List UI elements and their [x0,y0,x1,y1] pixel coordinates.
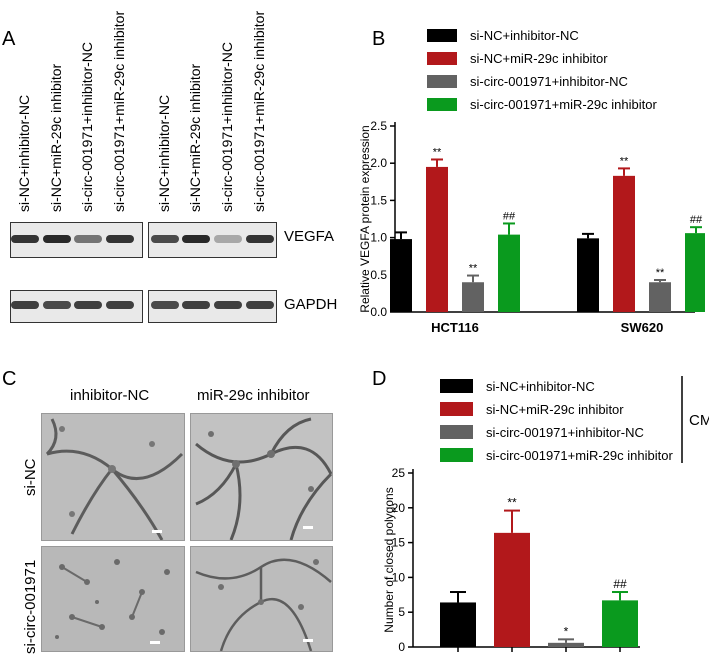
legend-swatch [440,379,473,393]
y-tick-label: 20 [392,501,406,515]
y-tick-label: 10 [392,570,406,584]
bar [548,642,584,647]
significance-mark: ** [507,496,517,510]
blot-lane-label: si-circ-001971+miR-29c inhibitor [251,10,267,212]
panel-letter-b: B [372,28,386,50]
legend-label: si-NC+miR-29c inhibitor [486,402,624,417]
blot-band [11,301,39,309]
blot-band [151,301,179,309]
panel-letter-c: C [2,368,17,390]
micrograph-sinc-inhibitornc [41,413,185,541]
significance-mark: * [564,624,569,638]
bar [426,166,448,312]
blot-band [11,235,39,243]
micro-col-head-1: inhibitor-NC [70,387,150,404]
blot-row-label-vegfa: VEGFA [284,228,335,245]
micrograph-sinc-mir29c [190,413,333,541]
blot-band [74,235,102,243]
blot-band [151,235,179,243]
bar [462,282,484,312]
y-tick-label: 15 [392,536,406,550]
blot-band [74,301,102,309]
legend-swatch [440,402,473,416]
y-axis-label: Relative VEGFA protein expression [360,125,372,312]
blot-lane-label: si-circ-001971+inhibitor-NC [219,41,235,212]
legend-label: si-circ-001971+miR-29c inhibitor [486,448,673,463]
legend-swatch [440,448,473,462]
bar [602,600,638,647]
significance-mark: ## [613,577,627,591]
blot-lane-label: si-NC+miR-29c inhibitor [48,63,64,212]
bar [613,175,635,312]
micrograph-sicirc-inhibitornc [41,546,185,652]
blot-lane-label: si-NC+inhibitor-NC [156,94,172,212]
blot-band [246,301,274,309]
chart-b: si-NC+inhibitor-NC si-NC+miR-29c inhibito… [360,28,705,335]
blot-lane-label: si-NC+miR-29c inhibitor [187,63,203,212]
bar [649,282,671,312]
micro-col-head-2: miR-29c inhibitor [197,387,310,404]
blot-band [43,235,71,243]
legend-swatch [440,425,473,439]
cm-label: CM [689,412,709,429]
y-axis-label: Number of closed polygons [382,487,396,632]
legend-label: si-NC+inhibitor-NC [486,379,595,394]
x-category-label: SW620 [621,320,664,335]
blot-band [43,301,71,309]
legend-swatch [427,98,457,111]
micro-row-head-1: si-NC [22,458,39,497]
legend-label: si-NC+miR-29c inhibitor [470,51,608,66]
significance-mark: ** [656,267,665,279]
significance-mark: ** [433,146,442,158]
panel-letter-d: D [372,368,387,390]
blot-row-label-gapdh: GAPDH [284,296,338,313]
bar [440,602,476,647]
significance-mark: ** [469,263,478,275]
blot-band [106,235,134,243]
x-category-label: HCT116 [431,320,479,335]
chart-d: si-NC+inhibitor-NC si-NC+miR-29c inhibito… [382,376,709,654]
blot-band [182,301,210,309]
y-tick-label: 0.0 [370,305,387,319]
significance-mark: ## [503,210,516,222]
legend-label: si-circ-001971+miR-29c inhibitor [470,97,657,112]
blot-band [214,301,242,309]
bar [685,233,705,312]
y-tick-label: 0.5 [370,268,387,282]
bar [494,532,530,647]
blot-band [214,235,242,243]
blot-lane-label: si-circ-001971+miR-29c inhibitor [111,10,127,212]
blot-band [182,235,210,243]
bar [390,239,412,312]
y-tick-label: 2.5 [370,119,387,133]
blot-lane-label: si-NC+inhibitor-NC [16,94,32,212]
legend-label: si-circ-001971+inhibitor-NC [486,425,644,440]
y-tick-label: 2.0 [370,156,387,170]
significance-mark: ** [620,155,629,167]
legend-swatch [427,52,457,65]
y-tick-label: 1.0 [370,231,387,245]
blot-band [106,301,134,309]
bar [577,238,599,312]
panel-letter-a: A [2,28,16,50]
bar [498,234,520,312]
blot-lane-label: si-circ-001971+inhibitor-NC [79,41,95,212]
y-tick-label: 25 [392,466,406,480]
legend-swatch [427,75,457,88]
legend-label: si-circ-001971+inhibitor-NC [470,74,628,89]
y-tick-label: 0 [398,640,405,654]
micrograph-sicirc-mir29c [190,546,333,652]
blot-band [246,235,274,243]
y-tick-label: 1.5 [370,193,387,207]
legend-swatch [427,29,457,42]
significance-mark: ## [690,214,703,226]
micro-row-head-2: si-circ-001971 [22,559,39,654]
legend-label: si-NC+inhibitor-NC [470,28,579,43]
y-tick-label: 5 [398,605,405,619]
